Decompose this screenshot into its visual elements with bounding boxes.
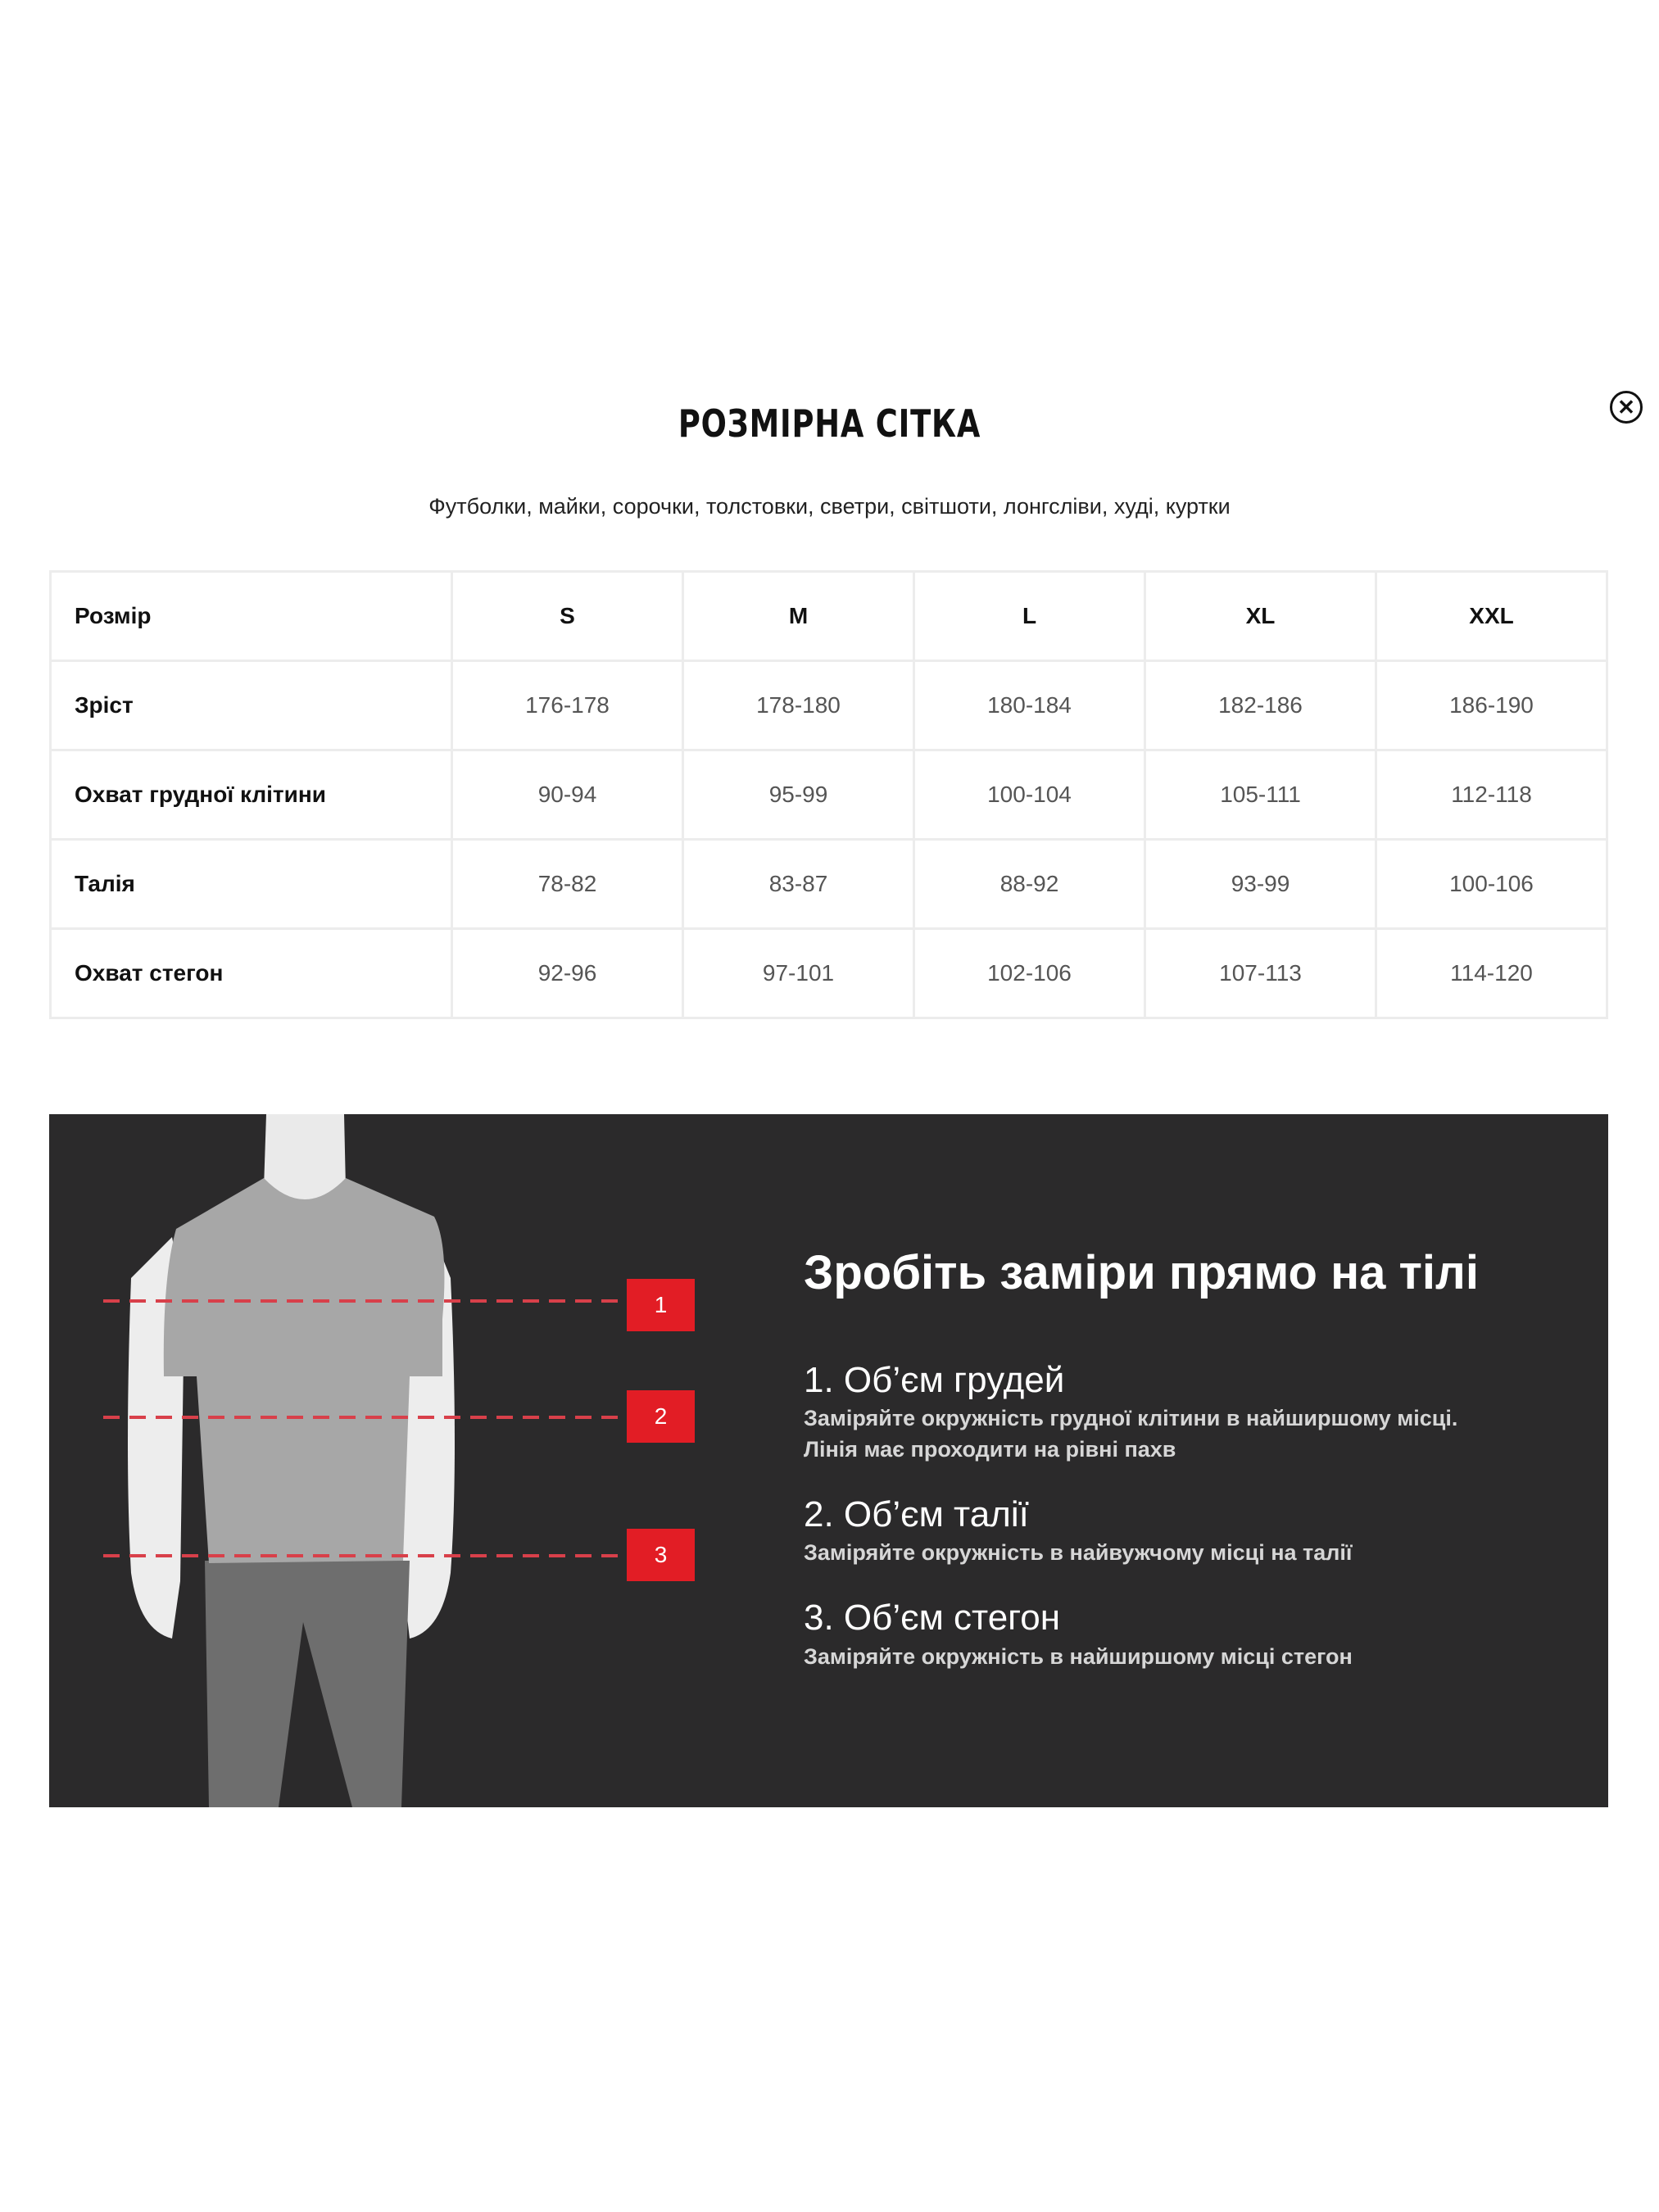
row-label: Охват стегон <box>49 927 453 1019</box>
row-label: Зріст <box>49 660 453 751</box>
table-row: Охват грудної клітини 90-94 95-99 100-10… <box>49 749 1608 841</box>
cell: 88-92 <box>913 838 1146 930</box>
header-cell: XL <box>1144 570 1377 662</box>
body-figure-illustration <box>103 1114 627 1807</box>
table-row: Талія 78-82 83-87 88-92 93-99 100-106 <box>49 838 1608 930</box>
cell: 102-106 <box>913 927 1146 1019</box>
size-table: Розмір S M L XL XXL Зріст 176-178 178-18… <box>49 570 1608 1019</box>
header-cell: S <box>451 570 684 662</box>
marker-badge-2: 2 <box>627 1390 695 1443</box>
cell: 93-99 <box>1144 838 1377 930</box>
header-cell: M <box>682 570 915 662</box>
cell: 180-184 <box>913 660 1146 751</box>
subtitle: Футболки, майки, сорочки, толстовки, све… <box>428 494 1231 519</box>
close-icon[interactable]: ✕ <box>1610 391 1643 424</box>
cell: 182-186 <box>1144 660 1377 751</box>
cell: 78-82 <box>451 838 684 930</box>
item-title: 1. Об’єм грудей <box>804 1360 1065 1400</box>
table-row: Зріст 176-178 178-180 180-184 182-186 18… <box>49 660 1608 751</box>
guide-heading: Зробіть заміри прямо на тілі <box>804 1246 1479 1299</box>
item-desc: Заміряйте окружність в найвужчому місці … <box>804 1540 1353 1565</box>
cell: 107-113 <box>1144 927 1377 1019</box>
cell: 97-101 <box>682 927 915 1019</box>
item-title: 2. Об’єм талії <box>804 1494 1029 1534</box>
measurement-guide-panel: 1 2 3 Зробіть заміри прямо на тілі 1. Об… <box>49 1114 1608 1807</box>
cell: 95-99 <box>682 749 915 841</box>
header-cell: XXL <box>1375 570 1608 662</box>
table-row: Охват стегон 92-96 97-101 102-106 107-11… <box>49 927 1608 1019</box>
cell: 105-111 <box>1144 749 1377 841</box>
cell: 176-178 <box>451 660 684 751</box>
header-cell: L <box>913 570 1146 662</box>
cell: 92-96 <box>451 927 684 1019</box>
row-label: Талія <box>49 838 453 930</box>
page-title: РОЗМІРНА СІТКА <box>678 401 981 446</box>
table-header-row: Розмір S M L XL XXL <box>49 570 1608 662</box>
cell: 100-106 <box>1375 838 1608 930</box>
cell: 112-118 <box>1375 749 1608 841</box>
row-label: Охват грудної клітини <box>49 749 453 841</box>
header-cell: Розмір <box>49 570 453 662</box>
marker-badge-3: 3 <box>627 1529 695 1581</box>
marker-badge-1: 1 <box>627 1279 695 1331</box>
cell: 90-94 <box>451 749 684 841</box>
cell: 83-87 <box>682 838 915 930</box>
cell: 100-104 <box>913 749 1146 841</box>
cell: 114-120 <box>1375 927 1608 1019</box>
item-title: 3. Об’єм стегон <box>804 1598 1061 1638</box>
cell: 178-180 <box>682 660 915 751</box>
item-desc: Заміряйте окружність в найширшому місці … <box>804 1644 1353 1669</box>
item-desc: Лінія має проходити на рівні пахв <box>804 1437 1176 1462</box>
cell: 186-190 <box>1375 660 1608 751</box>
item-desc: Заміряйте окружність грудної клітини в н… <box>804 1406 1458 1430</box>
